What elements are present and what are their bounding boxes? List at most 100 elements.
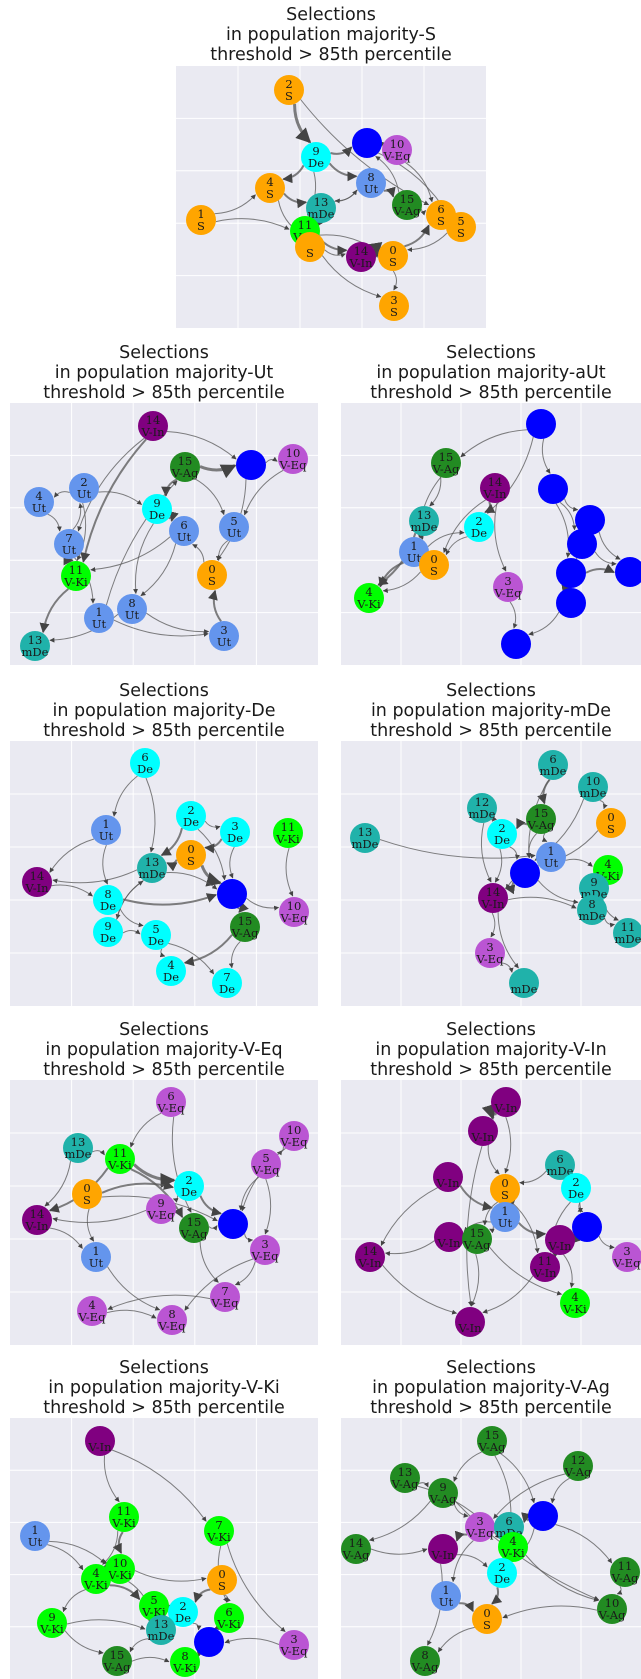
node-label: mDe [540,764,567,778]
graph-edge [456,1554,488,1568]
node-circle [301,142,331,172]
node-id: 5 [262,1151,269,1165]
node-id: 5 [230,514,237,528]
panel-title: Selections [119,1358,209,1378]
graph-edge [76,502,87,561]
graph-edge [214,194,256,215]
node-label: V-Ag [598,1608,626,1622]
node-label: V-Ki [216,1617,241,1631]
graph-edge [112,775,138,817]
node-circle [538,474,568,504]
graph-edge [47,513,62,532]
graph-edge [453,1502,469,1518]
node-label: V-In [430,1548,455,1562]
node-id: 4 [604,857,611,871]
node-id: 13 [71,1135,86,1149]
graph-node: V-In [545,1225,575,1255]
graph-node: 1Ut [536,842,566,872]
node-circle [545,1150,575,1180]
graph-edge [429,476,442,507]
node-id: 4 [167,958,174,972]
graph-edge [62,1589,86,1613]
edges [380,1103,615,1315]
graph-node: 4De [156,956,186,986]
graph-edge [460,429,528,458]
graph-node [575,505,605,535]
node-id: 2 [285,77,292,91]
graph-edge [594,551,617,567]
node-id: 6 [549,752,556,766]
graph-node: 14V-In [355,1242,385,1272]
graph-node: 15V-Ag [526,804,556,834]
graph-edge [504,1116,512,1174]
panel-title: Selections [286,5,376,25]
node-label: Ut [89,1256,104,1270]
node-circle [37,1608,67,1638]
node-label: V-In [24,881,49,895]
node-label: V-Ag [432,462,460,476]
node-circle [462,1224,492,1254]
node-label: V-Ki [107,1568,132,1582]
graph-edge [265,456,278,464]
graph-edge [559,501,577,531]
node-circle [567,529,597,559]
node-circle [255,173,285,203]
node-circle [105,1144,135,1174]
node-circle [577,895,607,925]
node-id: 14 [146,413,161,427]
node-id: 8 [128,596,135,610]
graph-node: 2S [274,75,304,105]
graph-node: 7V-Ki [204,1516,234,1546]
graph-node: 4V-Ki [560,1288,590,1318]
graph-edge [199,1241,219,1283]
node-id: 1 [501,1204,508,1218]
graph-edge [427,530,465,547]
graph-edge [418,534,424,540]
node-label: mDe [469,807,496,821]
node-label: V-In [532,1266,557,1280]
panel-subtitle: in population majority-Ut [55,363,274,383]
graph-edge [382,571,421,593]
node-circle [431,1581,461,1611]
node-circle [24,487,54,517]
graph-node: 15V-Ag [392,190,422,220]
graph-edge [466,1145,483,1307]
node-label: V-Ki [562,1302,587,1316]
graph-edge [493,1473,566,1519]
node-id: 6 [225,1605,232,1619]
graph-node: 7Ut [54,529,84,559]
node-id: 0 [501,1176,508,1190]
node-circle [501,629,531,659]
node-id: 10 [287,899,302,913]
graph-edge [500,1452,536,1504]
graph-node: 14V-In [478,883,508,913]
graph-node [501,629,531,659]
graph-edge [528,611,560,636]
graph-edge [437,1626,475,1653]
node-label: V-Eq [383,149,412,163]
graph-edge [564,498,579,512]
node-circle [279,1121,309,1151]
graph-edge [105,480,178,606]
node-label: S [208,574,216,588]
panel-subtitle: in population majority-De [52,701,275,721]
graph-edge [166,872,218,890]
graph-node: 11V-Ki [105,1144,135,1174]
graph-edge [504,882,516,895]
node-label: V-Ag [231,926,259,940]
node-circle [526,804,556,834]
graph-node: 2De [487,1558,517,1588]
node-circle [197,560,227,590]
node-circle [410,1646,440,1676]
node-label: Ut [407,551,422,565]
node-circle [141,920,171,950]
graph-node: 14V-Ag [341,1534,371,1564]
graph-node: 0S [207,1565,237,1595]
graph-edge [98,491,142,505]
node-id: 4 [509,1534,516,1548]
graph-node: 9V-Eq [146,1194,176,1224]
graph-edge [501,962,514,973]
